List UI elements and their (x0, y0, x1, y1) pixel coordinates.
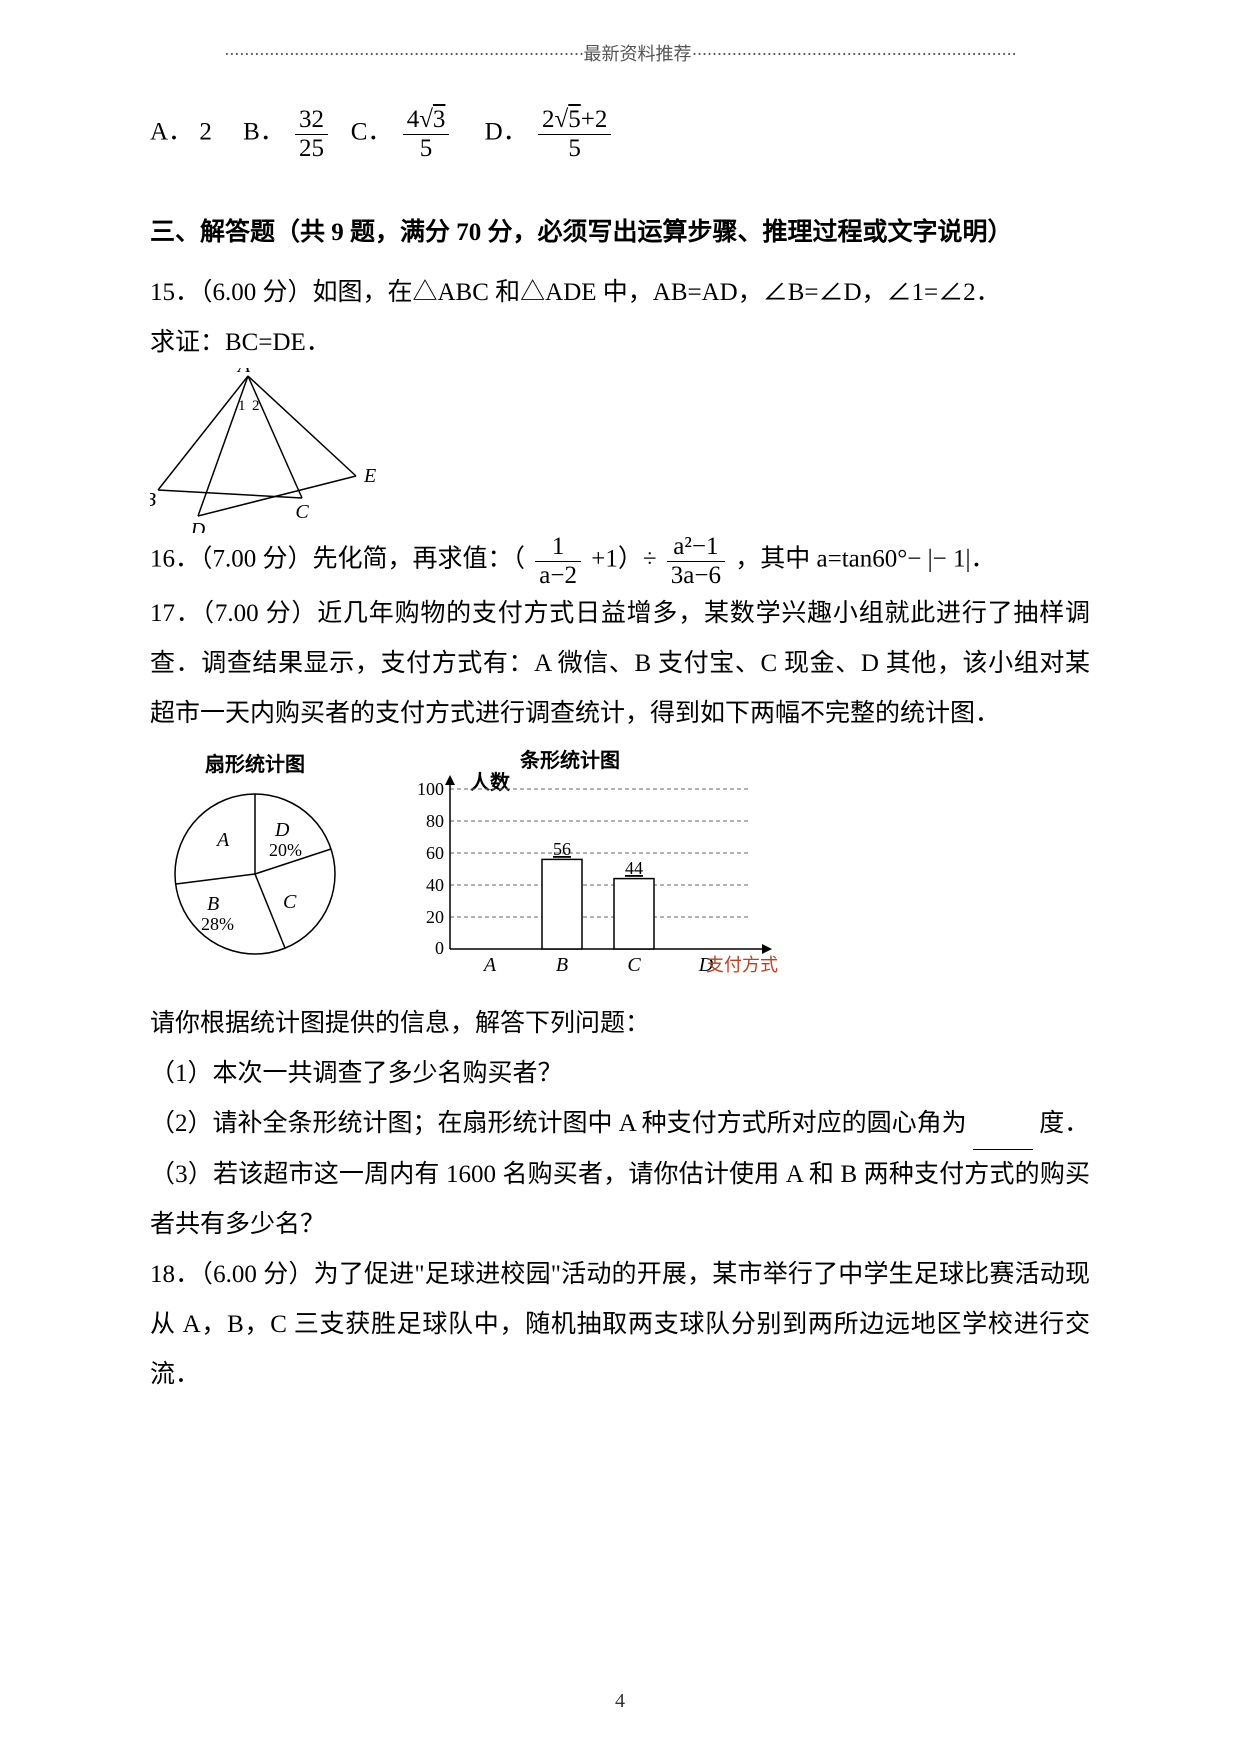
q17-figures: 扇形统计图 A D 20% C B 28% 条形统计图 (150, 749, 1090, 979)
pie-title: 扇形统计图 (205, 752, 305, 776)
choice-d-fraction: 25+2 5 (538, 106, 611, 162)
choice-c-label: C． (351, 119, 393, 146)
bar-xlabel-a: A (482, 954, 497, 976)
pie-body: A D 20% C B 28% (175, 794, 335, 954)
q16-f1-num: 1 (535, 533, 581, 562)
q16-f2-den: 3a−6 (667, 562, 725, 590)
bar-c (614, 879, 654, 949)
label-B: B (150, 489, 156, 511)
section-3-heading: 三、解答题（共 9 题，满分 70 分，必须写出运算步骤、推理过程或文字说明） (150, 212, 1090, 248)
page: ········································… (0, 0, 1240, 1753)
pie-div-3 (255, 874, 285, 948)
ytick-40: 40 (426, 875, 444, 895)
bar-ylabel: 人数 (470, 770, 511, 794)
q15-line2: 求证：BC=DE． (150, 318, 1090, 368)
q16-f2-num: a²−1 (667, 533, 725, 562)
choice-b-fraction: 32 25 (295, 106, 328, 162)
q17-pie-chart: 扇形统计图 A D 20% C B 28% (150, 749, 360, 969)
bar-title: 条形统计图 (520, 749, 620, 772)
pie-label-d: D (274, 819, 290, 841)
bar-y-ticks: 0 20 40 60 80 100 (417, 779, 444, 958)
q17-para-2: 请你根据统计图提供的信息，解答下列问题： (150, 999, 1090, 1049)
q16-line: 16．（7.00 分）先化简，再求值：（ 1 a−2 +1）÷ a²−1 3a−… (150, 533, 1090, 589)
q17-para-5: （3）若该超市这一周内有 1600 名购买者，请你估计使用 A 和 B 两种支付… (150, 1150, 1090, 1250)
q15-figure: A B C D E 1 2 (150, 368, 380, 533)
pie-label-c: C (283, 891, 297, 913)
q15-figure-labels: A B C D E (150, 368, 376, 533)
page-number: 4 (0, 1690, 1240, 1713)
label-C: C (295, 501, 309, 523)
bar-b-value: 56 (553, 839, 571, 859)
q15-angle-labels: 1 2 (238, 398, 260, 414)
header-banner: ········································… (150, 40, 1090, 66)
choices-row: A． 2 B． 32 25 C． 43 5 D． 25+2 5 (150, 106, 1090, 162)
sqrt-icon (419, 106, 433, 133)
bar-b (542, 859, 582, 949)
x-arrow-icon (762, 944, 772, 954)
q16-mid: +1）÷ (591, 546, 656, 573)
q16-suffix-1: ，其中 a=tan60°− (735, 546, 927, 573)
q16-frac-1: 1 a−2 (535, 533, 581, 589)
pie-label-b-pct: 28% (201, 914, 234, 934)
choice-d-num: 25+2 (538, 106, 611, 135)
y-arrow-icon (445, 775, 455, 785)
q17-bar-chart: 条形统计图 人数 0 20 (380, 749, 810, 979)
q17-para-3: （1）本次一共调查了多少名购买者？ (150, 1049, 1090, 1099)
header-title: 最新资料推荐 (583, 44, 691, 64)
bar-x-labels: A B C D (482, 954, 714, 976)
label-A: A (236, 368, 251, 377)
choice-d-label: D． (485, 119, 528, 146)
q18-para-1: 18．（6.00 分）为了促进"足球进校园"活动的开展，某市举行了中学生足球比赛… (150, 1250, 1090, 1400)
header-dots-right: ········································… (691, 44, 1016, 64)
q17-para-1: 17．（7.00 分）近几年购物的支付方式日益增多，某数学兴趣小组就此进行了抽样… (150, 589, 1090, 739)
q16-frac-2: a²−1 3a−6 (667, 533, 725, 589)
choice-b-den: 25 (295, 135, 328, 163)
bar-xaxis-title: 支付方式 (706, 955, 778, 975)
q15-figure-lines (158, 376, 356, 516)
pie-label-a: A (215, 829, 230, 851)
bar-c-value: 44 (625, 858, 643, 878)
header-dots-left: ········································… (224, 44, 584, 64)
ytick-60: 60 (426, 843, 444, 863)
choice-a-value: 2 (199, 119, 212, 146)
choice-c-fraction: 43 5 (403, 106, 450, 162)
q16-f1-den: a−2 (535, 562, 581, 590)
bar-xlabel-c: C (627, 954, 641, 976)
q17-p4a: （2）请补全条形统计图；在扇形统计图中 A 种支付方式所对应的圆心角为 (150, 1110, 967, 1137)
ytick-80: 80 (426, 811, 444, 831)
bar-plot-area: 0 20 40 60 80 100 56 44 (417, 775, 772, 976)
choice-b-label: B． (243, 119, 285, 146)
sqrt-icon (554, 106, 568, 133)
ytick-20: 20 (426, 907, 444, 927)
q17-p4b: 度． (1039, 1110, 1089, 1137)
choice-d-den: 5 (538, 135, 611, 163)
label-angle-2: 2 (252, 398, 260, 414)
label-angle-1: 1 (238, 398, 246, 414)
choice-b-num: 32 (295, 106, 328, 135)
pie-label-d-pct: 20% (269, 840, 302, 860)
q17-para-4: （2）请补全条形统计图；在扇形统计图中 A 种支付方式所对应的圆心角为 度． (150, 1099, 1090, 1150)
choice-c-den: 5 (403, 135, 450, 163)
label-D: D (190, 519, 206, 533)
label-E: E (363, 465, 376, 487)
ytick-100: 100 (417, 779, 444, 799)
choice-a-label: A． (150, 119, 193, 146)
ytick-0: 0 (435, 938, 444, 958)
q16-abs: |− 1| (928, 546, 971, 573)
pie-label-b: B (207, 893, 219, 915)
bar-gridlines (450, 789, 750, 917)
q16-suffix-2: ． (970, 546, 995, 573)
choice-c-num: 43 (403, 106, 450, 135)
bar-xlabel-b: B (556, 954, 568, 976)
pie-labels: A D 20% C B 28% (201, 819, 302, 934)
pie-div-4 (176, 874, 255, 884)
q16-prefix: 16．（7.00 分）先化简，再求值：（ (150, 546, 525, 573)
q15-line1: 15．（6.00 分）如图，在△ABC 和△ADE 中，AB=AD，∠B=∠D，… (150, 268, 1090, 318)
